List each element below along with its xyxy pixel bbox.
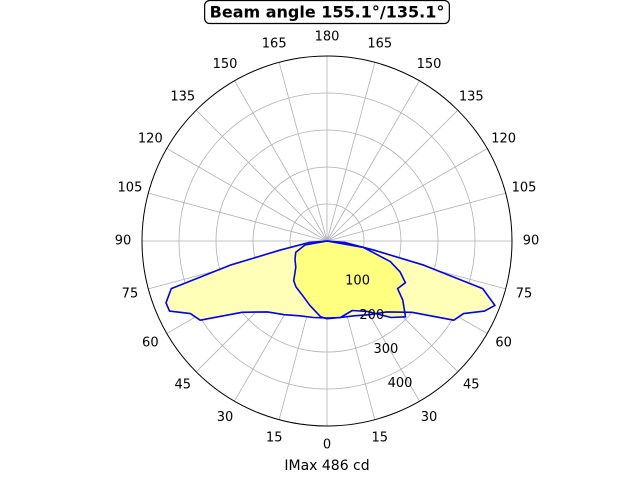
angle-tick-label: 180 <box>315 30 340 45</box>
angle-tick-label: 60 <box>495 336 512 351</box>
angle-grid-line <box>166 148 328 242</box>
angle-grid-line <box>195 109 328 242</box>
plot-area: 100 200 300 400 <box>165 240 496 391</box>
angle-grid-line <box>326 62 376 242</box>
angle-tick-label: 15 <box>266 431 283 446</box>
angle-tick-label: 30 <box>217 410 234 425</box>
angle-grid-line <box>326 80 420 242</box>
angle-tick-label: 135 <box>459 89 484 104</box>
angle-grid-line <box>326 148 488 242</box>
radial-tick-label: 200 <box>359 308 384 323</box>
polar-frame <box>141 55 513 427</box>
angle-tick-label: 150 <box>213 57 238 72</box>
chart-title: Beam angle 155.1°/135.1° <box>210 3 445 22</box>
series-area <box>293 241 406 319</box>
angle-grid-line <box>234 80 328 242</box>
angle-tick-label: 75 <box>516 286 533 301</box>
angle-grid-line <box>326 192 506 242</box>
angle-tick-label: 15 <box>372 431 389 446</box>
angle-grid-line <box>148 192 328 242</box>
title-box <box>204 0 450 25</box>
angle-tick-label: 165 <box>367 36 392 51</box>
angle-tick-label: 105 <box>118 181 143 196</box>
angle-tick-label: 45 <box>174 378 191 393</box>
x-axis-label: IMax 486 cd <box>284 458 369 474</box>
angle-grid-line <box>278 62 328 242</box>
angle-tick-label: 45 <box>463 378 480 393</box>
radial-grid-line <box>178 92 476 390</box>
angle-tick-label: 165 <box>262 36 287 51</box>
angle-tick-label: 120 <box>138 132 163 147</box>
angle-tick-label: 135 <box>170 89 195 104</box>
radial-grid-line <box>215 129 439 353</box>
angle-tick-label: 90 <box>523 234 540 249</box>
radial-tick-label: 300 <box>373 342 398 357</box>
series-line <box>292 240 407 320</box>
angle-tick-label: 105 <box>512 181 537 196</box>
angle-grid-line <box>326 109 459 242</box>
angle-tick-label: 150 <box>417 57 442 72</box>
angle-tick-label: 0 <box>323 438 331 453</box>
angle-tick-label: 120 <box>491 132 516 147</box>
radial-tick-label: 100 <box>345 274 370 289</box>
angle-tick-label: 60 <box>142 336 159 351</box>
radial-tick-label: 400 <box>388 376 413 391</box>
angle-tick-label: 90 <box>115 234 132 249</box>
angle-tick-label: 30 <box>421 410 438 425</box>
angle-tick-label: 75 <box>122 286 139 301</box>
